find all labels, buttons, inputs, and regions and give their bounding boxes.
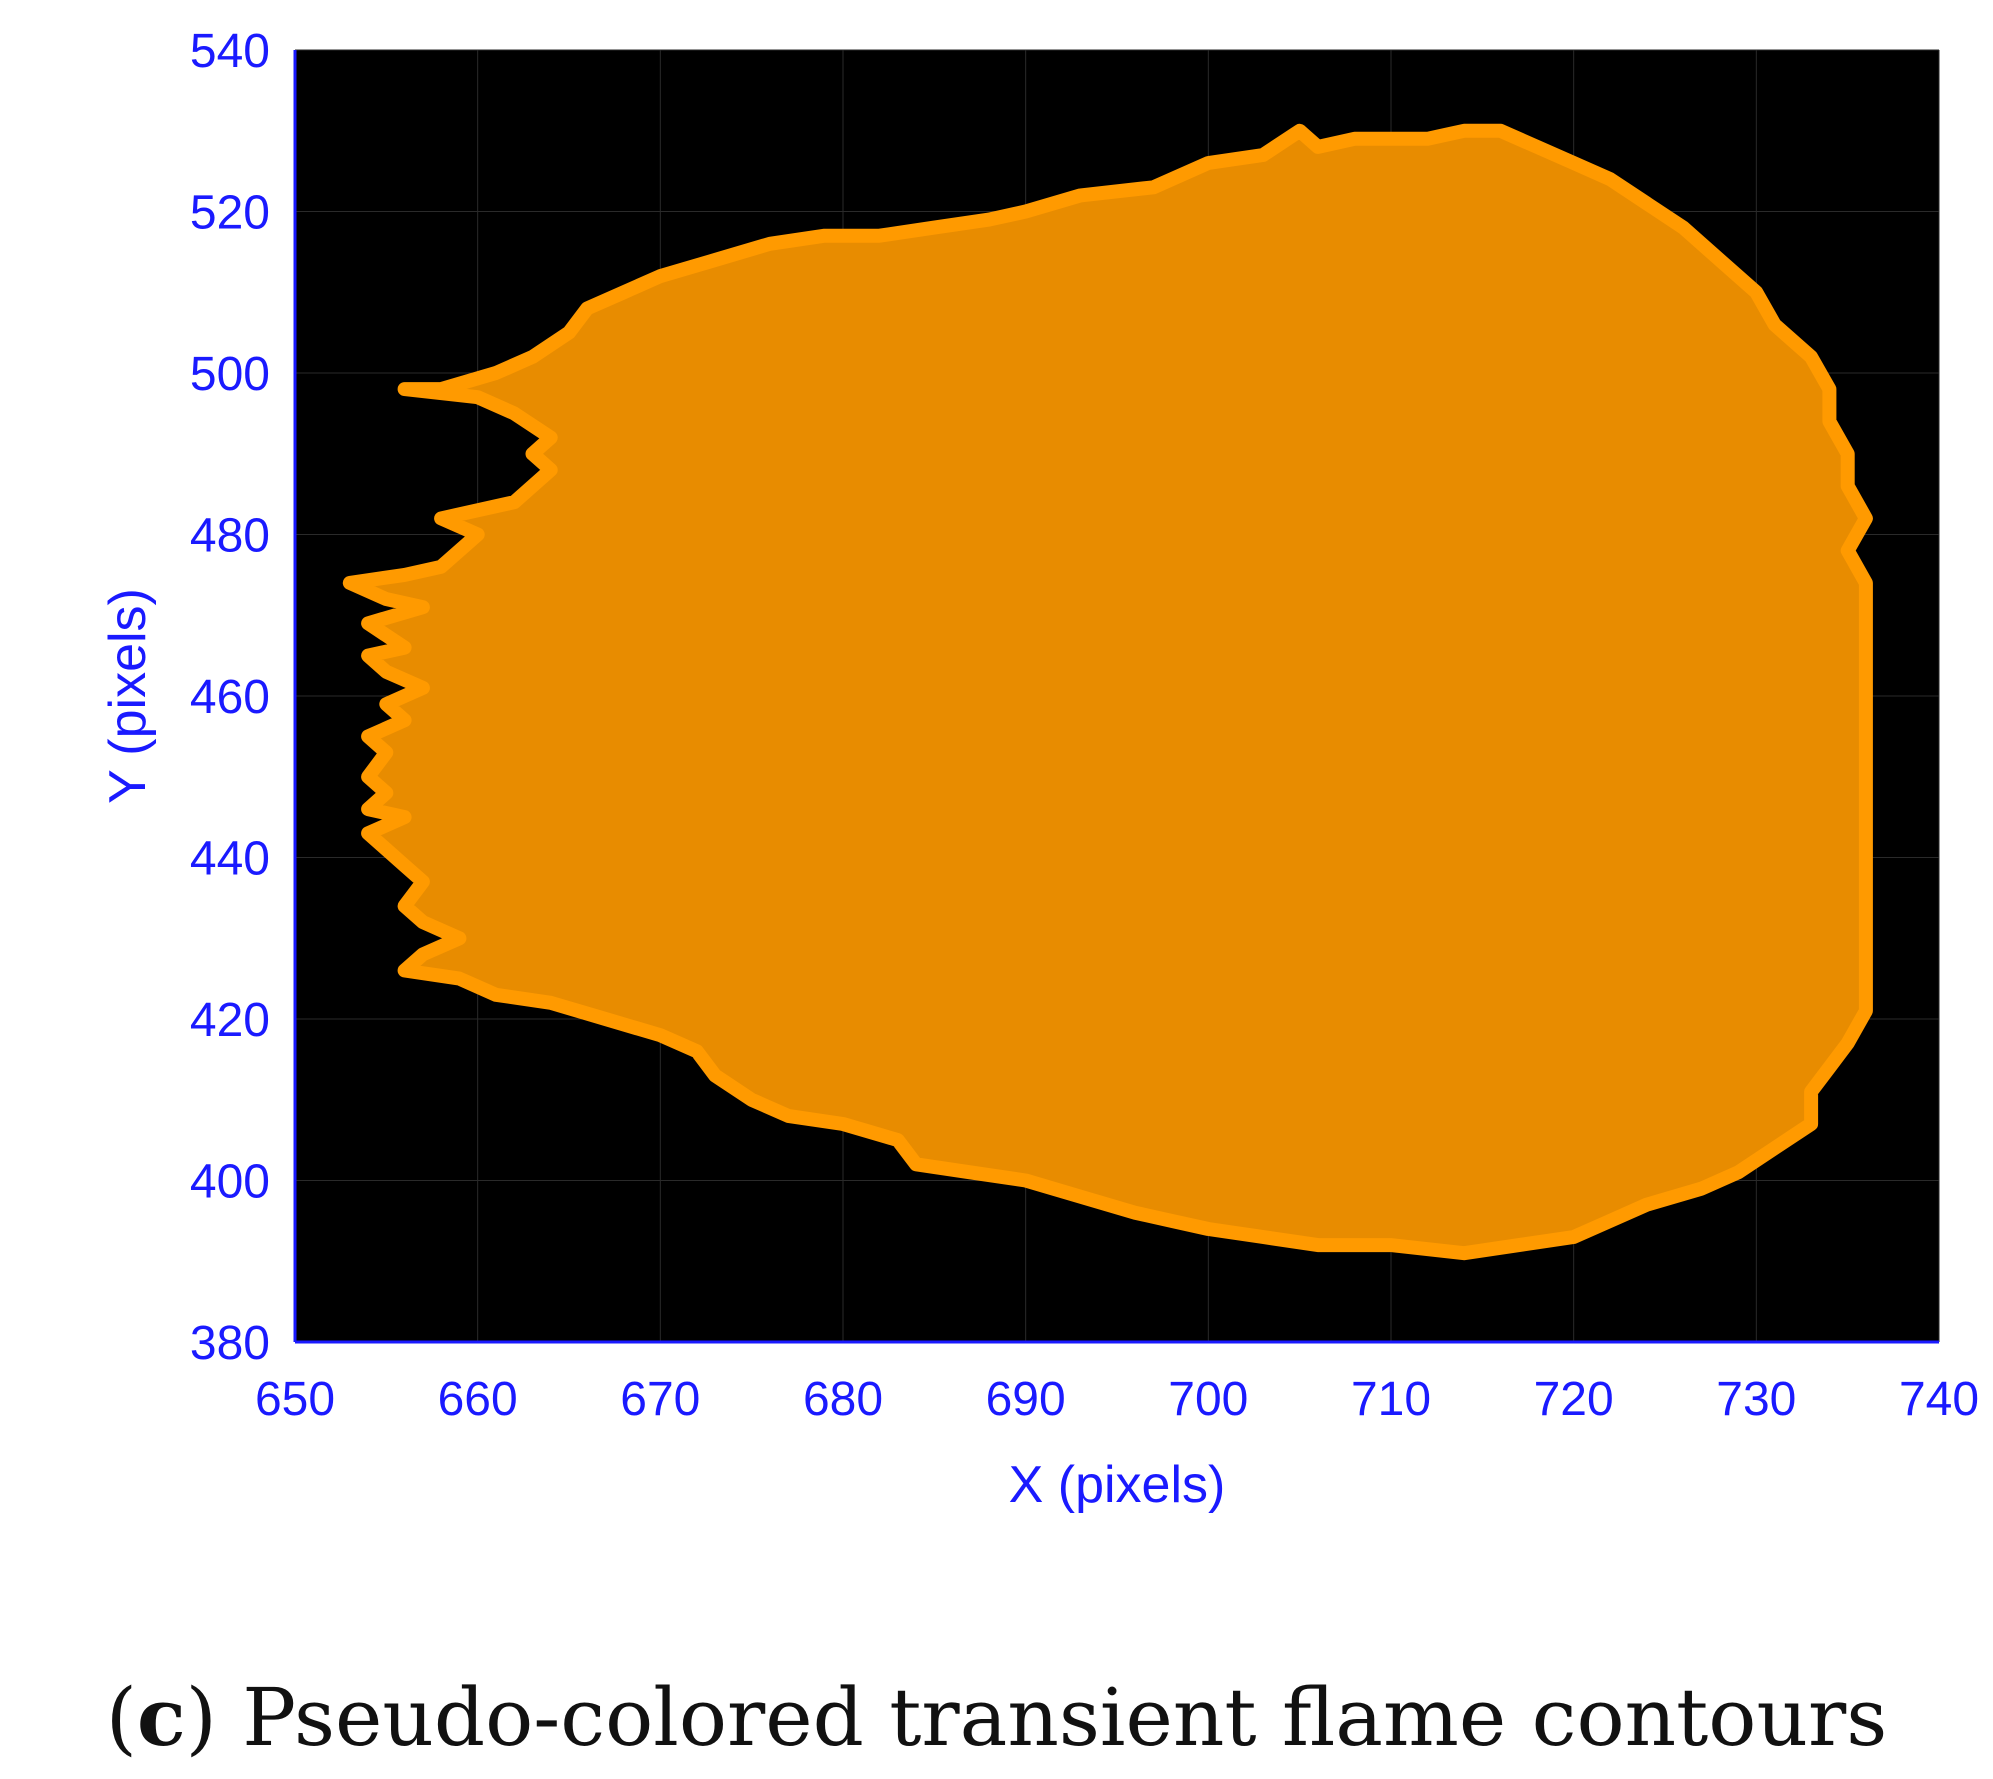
x-tick-label: 710	[1351, 1373, 1431, 1426]
x-tick-label: 660	[438, 1373, 518, 1426]
figure-caption: (c) Pseudo-colored transient flame conto…	[105, 1670, 1888, 1764]
x-tick-label: 720	[1534, 1373, 1614, 1426]
y-tick-label: 520	[190, 187, 270, 240]
flame-contour-chart: 650 660 670 680 690 700 710 720 730 740 380 400 420…	[99, 25, 1979, 1514]
flame-region	[349, 130, 1866, 1254]
x-tick-label: 730	[1716, 1373, 1796, 1426]
y-tick-label: 420	[190, 994, 270, 1047]
x-tick-label: 650	[255, 1373, 335, 1426]
x-tick-label: 680	[803, 1373, 883, 1426]
flame-contour-line	[342, 123, 1873, 1261]
y-tick-label: 460	[190, 671, 270, 724]
y-tick-label: 400	[190, 1156, 270, 1209]
caption-text: Pseudo-colored transient flame contours	[242, 1671, 1888, 1764]
y-tick-label: 440	[190, 833, 270, 886]
x-tick-label: 700	[1168, 1373, 1248, 1426]
y-axis-ticks: 380 400 420 440 460 480 500 520 540	[190, 25, 270, 1370]
y-axis-label: Y (pixels)	[99, 588, 157, 804]
y-tick-label: 500	[190, 348, 270, 401]
x-tick-label: 690	[986, 1373, 1066, 1426]
x-axis-ticks: 650 660 670 680 690 700 710 720 730 740	[255, 1373, 1979, 1426]
x-axis-label: X (pixels)	[1009, 1456, 1226, 1514]
y-tick-label: 480	[190, 510, 270, 563]
y-tick-label: 380	[190, 1317, 270, 1370]
y-tick-label: 540	[190, 25, 270, 78]
caption-label: c	[136, 1670, 186, 1764]
x-tick-label: 740	[1899, 1373, 1979, 1426]
x-tick-label: 670	[620, 1373, 700, 1426]
